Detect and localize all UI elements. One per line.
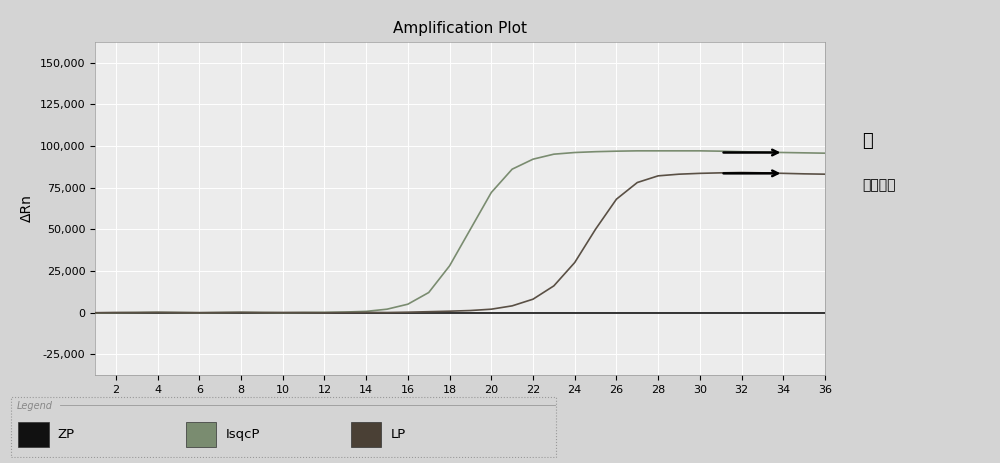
Bar: [351, 422, 381, 447]
FancyBboxPatch shape: [11, 397, 556, 457]
Text: IsqcP: IsqcP: [226, 428, 260, 441]
Text: 内标质控: 内标质控: [862, 178, 896, 192]
Bar: [186, 422, 216, 447]
Y-axis label: ΔRn: ΔRn: [20, 194, 34, 222]
Bar: [18, 422, 48, 447]
Text: LP: LP: [391, 428, 406, 441]
X-axis label: Cycle: Cycle: [441, 400, 479, 414]
Text: 猪: 猪: [862, 132, 873, 150]
Text: ZP: ZP: [58, 428, 75, 441]
Title: Amplification Plot: Amplification Plot: [393, 21, 527, 36]
Text: Legend: Legend: [17, 401, 53, 411]
